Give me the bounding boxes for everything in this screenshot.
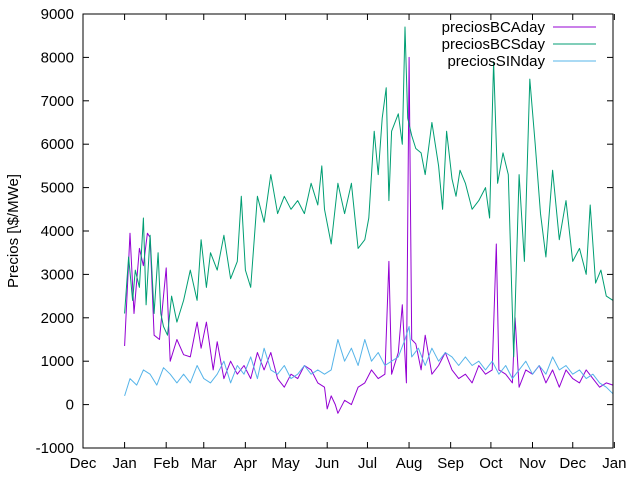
x-tick-label: Feb (153, 455, 179, 472)
series-line-preciosBCAday (124, 56, 614, 414)
y-tick-label: 9000 (41, 6, 74, 23)
series-line-preciosSINday (124, 326, 614, 397)
y-tick-label: -1000 (36, 440, 74, 457)
y-tick-label: 7000 (41, 93, 74, 110)
y-tick-label: 3000 (41, 266, 74, 283)
y-axis-label: Precios [\$/MWe] (5, 174, 22, 288)
legend-label: preciosSINday (447, 53, 545, 70)
x-tick-label: Dec (559, 455, 586, 472)
x-tick-label: Jan (113, 455, 137, 472)
legend-label: preciosBCSday (442, 36, 546, 53)
y-axis: -1000 0 1000 2000 3000 4000 5000 6000 7000 8000 90… (36, 6, 613, 457)
plot-frame (82, 13, 614, 449)
x-tick-label: Nov (519, 455, 546, 472)
x-tick-label: Sep (437, 455, 464, 472)
x-tick-label: Jan (602, 455, 626, 472)
y-tick-label: 1000 (41, 353, 74, 370)
x-tick-label: Oct (479, 455, 503, 472)
x-tick-label: Jul (358, 455, 377, 472)
plot-series (124, 26, 614, 414)
y-tick-label: 6000 (41, 136, 74, 153)
x-tick-label: Apr (234, 455, 257, 472)
x-axis: Dec Jan Feb Mar Apr May Jun Jul Aug Sep Oct Nov Dec J… (70, 14, 626, 472)
legend-label: preciosBCAday (442, 19, 546, 36)
y-tick-label: 5000 (41, 180, 74, 197)
y-tick-label: 8000 (41, 49, 74, 66)
x-tick-label: Aug (396, 455, 423, 472)
x-tick-label: Dec (70, 455, 97, 472)
series-line-preciosBCSday (124, 26, 614, 358)
x-tick-label: Mar (191, 455, 217, 472)
y-tick-label: 2000 (41, 310, 74, 327)
x-tick-label: May (271, 455, 300, 472)
y-tick-label: 4000 (41, 223, 74, 240)
y-tick-label: 0 (66, 397, 74, 414)
x-tick-label: Jun (315, 455, 339, 472)
